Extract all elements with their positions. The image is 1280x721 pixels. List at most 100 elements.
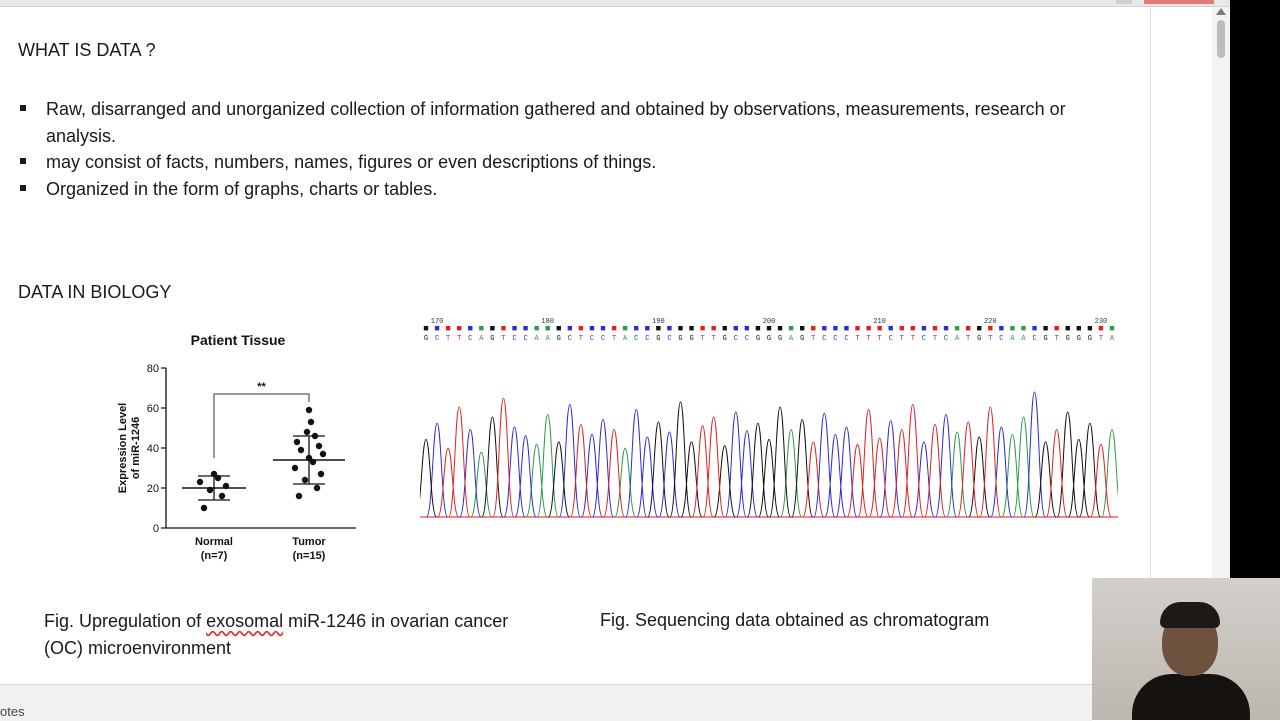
base-square: [456, 326, 462, 331]
base-square: [611, 326, 617, 331]
base-square: [711, 326, 716, 331]
y-tick-label: 80: [147, 363, 159, 375]
base-square: [556, 326, 561, 331]
base-letter: G: [1044, 335, 1048, 343]
base-square: [1098, 326, 1104, 331]
base-square: [899, 326, 904, 331]
position-label: 210: [873, 318, 886, 326]
base-letter: T: [900, 335, 904, 343]
base-letter: G: [424, 335, 428, 343]
base-square: [445, 326, 451, 331]
scroll-up-arrow-icon[interactable]: [1216, 8, 1226, 15]
base-letter: T: [457, 335, 461, 343]
base-square: [545, 326, 550, 331]
base-letter: G: [800, 335, 804, 343]
base-square: [844, 326, 849, 331]
base-letter: T: [501, 335, 505, 343]
notes-label[interactable]: otes: [0, 704, 25, 719]
caption-text: Fig. Upregulation of: [44, 611, 207, 631]
notes-bar[interactable]: otes: [0, 684, 1092, 721]
base-letter: G: [1077, 335, 1081, 343]
base-letter: C: [922, 335, 926, 343]
data-point: [222, 482, 230, 490]
base-letter: A: [1110, 335, 1115, 343]
base-square: [622, 326, 628, 331]
base-letter: G: [977, 335, 981, 343]
base-square: [932, 326, 938, 331]
figure1-caption: Fig. Upregulation of exosomal miR-1246 i…: [44, 608, 524, 661]
base-square: [468, 326, 473, 331]
base-square: [1065, 326, 1070, 331]
significance-bracket: [213, 393, 310, 458]
data-point: [305, 454, 313, 462]
base-letter: G: [767, 335, 771, 343]
base-square: [811, 326, 816, 331]
base-letter: C: [568, 335, 572, 343]
base-square: [888, 326, 893, 331]
data-point: [317, 470, 325, 478]
scrollbar-thumb[interactable]: [1217, 20, 1225, 58]
data-point: [218, 492, 226, 500]
base-square: [1010, 326, 1015, 331]
data-point: [200, 504, 208, 512]
base-letter: G: [1066, 335, 1070, 343]
base-square: [822, 326, 827, 331]
data-point: [307, 418, 315, 426]
base-square: [434, 326, 440, 331]
base-square: [634, 326, 639, 331]
base-letter: A: [955, 335, 960, 343]
data-point: [214, 474, 222, 482]
data-point: [293, 438, 301, 446]
bullet-item: may consist of facts, numbers, names, fi…: [18, 149, 1118, 176]
base-letter: C: [468, 335, 472, 343]
base-letter: A: [546, 335, 551, 343]
vertical-scrollbar[interactable]: [1212, 7, 1230, 683]
chromatogram-figure: 170 180 190 200 210 220 230 G C T T C A G T C C A A G C T C C T A…: [415, 312, 1123, 524]
base-letter: C: [645, 335, 649, 343]
data-point: [297, 446, 305, 454]
base-square: [479, 326, 484, 331]
base-letter: G: [723, 335, 727, 343]
base-letter: C: [999, 335, 1003, 343]
close-button[interactable]: [1144, 0, 1214, 4]
base-letter: A: [535, 335, 540, 343]
data-point: [196, 478, 204, 486]
base-square: [700, 326, 705, 331]
base-letter: C: [745, 335, 749, 343]
base-square: [1054, 326, 1059, 331]
base-letter: C: [944, 335, 948, 343]
base-square: [733, 326, 739, 331]
caption-text: miR-1246 in ovarian cancer (OC) microenv…: [44, 611, 509, 658]
x-category-count: (n=7): [201, 550, 228, 562]
base-square: [722, 326, 727, 331]
position-label: 220: [984, 318, 997, 326]
base-letter: C: [601, 335, 605, 343]
base-square: [600, 326, 606, 331]
bullet-text: Organized in the form of graphs, charts …: [46, 178, 438, 199]
base-letter: T: [612, 335, 616, 343]
base-square: [921, 326, 927, 331]
position-label: 180: [541, 318, 554, 326]
base-square: [490, 326, 495, 331]
webcam-overlay: [1092, 578, 1280, 720]
chart-title: Patient Tissue: [191, 332, 286, 348]
window-button[interactable]: [1116, 0, 1132, 4]
base-letter: T: [866, 335, 870, 343]
base-letter: G: [778, 335, 782, 343]
base-square: [777, 326, 783, 331]
caption-spellcheck-word: exosomal: [206, 611, 284, 631]
base-letter: C: [590, 335, 594, 343]
base-letter: C: [435, 335, 439, 343]
base-letter: G: [678, 335, 682, 343]
data-point: [303, 428, 311, 436]
chromatogram-trace-G: [415, 401, 1101, 518]
base-letter: T: [855, 335, 859, 343]
base-letter: A: [623, 335, 628, 343]
base-letter: A: [479, 335, 484, 343]
base-square: [1032, 326, 1037, 331]
heading-data-in-biology: DATA IN BIOLOGY: [18, 282, 172, 302]
base-letter: T: [446, 335, 450, 343]
base-square: [645, 326, 650, 331]
base-letter: C: [734, 335, 738, 343]
